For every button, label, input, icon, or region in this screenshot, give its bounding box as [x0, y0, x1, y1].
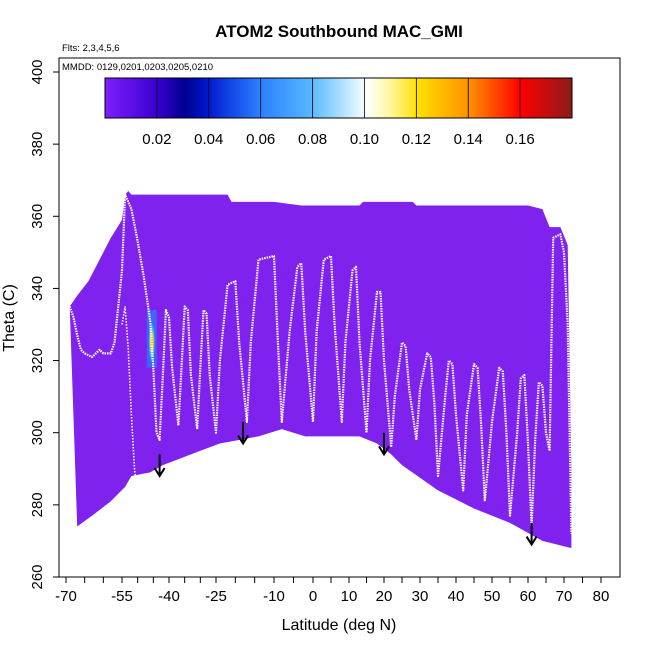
plot-frame	[58, 57, 621, 578]
x-tick-label: 50	[484, 588, 501, 605]
x-tick-label: 0	[309, 588, 317, 605]
x-tick-label: -10	[263, 588, 285, 605]
y-tick-label: 340	[29, 276, 46, 301]
field-area	[69, 191, 572, 549]
colorbar: 0.02 0.04 0.06 0.08 0.10 0.12 0.14 0.16	[104, 77, 573, 148]
colorbar-dividers	[156, 78, 521, 118]
y-tick-label: 280	[29, 492, 46, 517]
colorbar-tick-labels: 0.02 0.04 0.06 0.08 0.10 0.12 0.14 0.16	[142, 131, 534, 148]
y-tick-label: 260	[29, 564, 46, 589]
y-axis: 260 280 300 320 340 360 380 400	[29, 59, 59, 590]
profile-arrows	[153, 421, 538, 547]
colorbar-tick-label: 0.04	[194, 131, 223, 148]
colorbar-tick-label: 0.06	[246, 131, 275, 148]
y-axis-label: Theta (C)	[1, 284, 18, 352]
x-tick-label: 80	[593, 588, 610, 605]
flight-track	[68, 193, 573, 534]
x-axis-label: Latitude (deg N)	[282, 617, 397, 634]
secondary-track-line	[121, 306, 142, 498]
x-tick-label: 30	[412, 588, 429, 605]
x-tick-label: 20	[376, 588, 393, 605]
arrow-head	[153, 467, 166, 478]
colorbar-tick-label: 0.08	[298, 131, 327, 148]
colorbar-tick-label: 0.12	[402, 131, 431, 148]
x-tick-label: -40	[158, 588, 180, 605]
arrow-head	[525, 536, 538, 547]
colorbar-tick-label: 0.14	[454, 131, 483, 148]
data-field	[69, 191, 572, 549]
x-axis: -70 -55 -40 -25 -10 0 10 20 30 40 50 60 70 80	[55, 577, 609, 605]
y-tick-label: 300	[29, 420, 46, 445]
colorbar-tick-label: 0.16	[506, 131, 535, 148]
chart-title: ATOM2 Southbound MAC_GMI	[215, 22, 463, 41]
x-tick-label: 70	[556, 588, 573, 605]
x-tick-label: -55	[111, 588, 133, 605]
arrow-head	[237, 435, 249, 446]
x-tick-label: -25	[205, 588, 227, 605]
flights-note: Flts: 2,3,4,5,6	[62, 43, 120, 54]
arrow-head	[378, 445, 390, 457]
x-tick-label: 10	[341, 588, 358, 605]
colorbar-tick-label: 0.02	[142, 131, 171, 148]
x-tick-label: -70	[55, 588, 77, 605]
flight-track-line	[68, 193, 573, 534]
colorbar-gradient	[104, 77, 573, 119]
x-tick-label: 60	[520, 588, 537, 605]
colorbar-tick-label: 0.10	[350, 131, 379, 148]
y-tick-label: 380	[29, 132, 46, 157]
y-tick-label: 360	[29, 204, 46, 229]
y-tick-label: 400	[29, 59, 46, 84]
y-tick-label: 320	[29, 348, 46, 373]
dates-note: MMDD: 0129,0201,0203,0205,0210	[62, 62, 213, 73]
x-tick-label: 40	[448, 588, 465, 605]
